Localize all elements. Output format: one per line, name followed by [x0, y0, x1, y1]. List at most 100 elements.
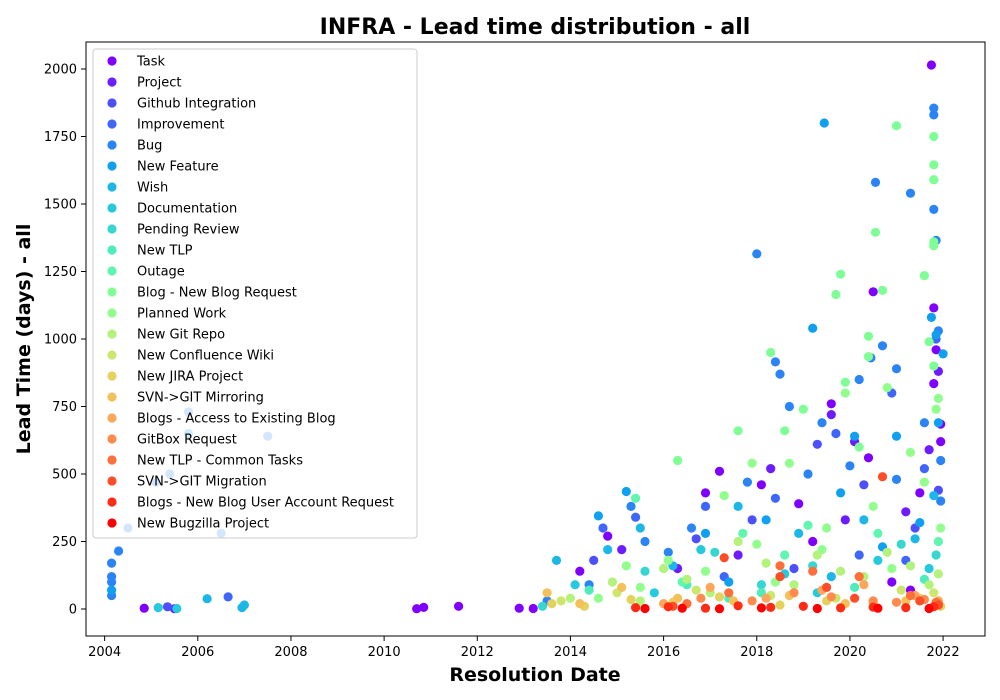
x-tick-label: 2016: [647, 645, 680, 660]
data-point: [929, 131, 939, 142]
legend-marker: [107, 518, 117, 528]
data-point: [931, 550, 941, 560]
data-point: [854, 572, 864, 582]
data-point: [859, 515, 869, 525]
y-tick-label: 500: [52, 468, 77, 483]
legend-label: New Confluence Wiki: [137, 349, 274, 364]
data-point: [929, 361, 939, 371]
y-tick-label: 250: [52, 535, 77, 550]
data-point: [924, 337, 934, 347]
data-point: [915, 518, 925, 528]
data-point: [139, 603, 149, 613]
data-point: [877, 341, 888, 351]
data-point: [752, 539, 762, 549]
data-point: [794, 499, 804, 509]
data-point: [929, 160, 939, 170]
data-point: [808, 323, 818, 333]
legend-item: New TLP - Common Tasks: [107, 454, 303, 469]
data-point: [929, 491, 939, 501]
legend-label: Documentation: [137, 202, 237, 217]
data-point: [114, 546, 124, 556]
data-point: [710, 547, 720, 557]
y-tick-label: 2000: [44, 63, 77, 78]
legend-item: Documentation: [107, 202, 237, 217]
data-point: [868, 287, 878, 297]
series-0: [139, 60, 946, 614]
data-point: [719, 491, 729, 501]
data-point: [812, 439, 822, 449]
legend-label: New JIRA Project: [137, 370, 243, 385]
data-point: [836, 603, 846, 613]
data-point: [631, 493, 641, 503]
data-point: [915, 596, 925, 606]
legend-item: Github Integration: [107, 97, 256, 112]
axes: 2004 2006 2008 2010 2012 2014 2016 2018 2020 2022…: [44, 63, 960, 661]
data-point: [836, 488, 846, 498]
data-point: [631, 603, 641, 613]
data-point: [826, 572, 836, 582]
data-point: [107, 572, 117, 582]
data-point: [223, 592, 233, 602]
data-point: [905, 561, 916, 571]
data-point: [419, 602, 429, 613]
data-point: [850, 582, 860, 593]
legend-item: New JIRA Project: [107, 370, 243, 385]
data-point: [603, 531, 613, 541]
data-point: [873, 603, 883, 613]
data-point: [877, 285, 888, 295]
data-point: [733, 536, 743, 547]
legend-label: GitBox Request: [137, 433, 237, 448]
data-point: [742, 477, 753, 487]
data-point: [663, 602, 673, 612]
data-point: [905, 590, 916, 601]
series-5: [107, 118, 948, 595]
y-tick-label: 750: [52, 400, 77, 415]
data-point: [617, 545, 627, 555]
data-point: [784, 458, 795, 468]
data-point: [649, 588, 659, 598]
points-layer: [107, 60, 948, 614]
data-point: [910, 534, 920, 544]
y-axis-label: Lead Time (days) - all: [13, 224, 35, 455]
data-point: [845, 461, 855, 471]
data-point: [850, 431, 860, 441]
data-point: [766, 347, 776, 358]
legend-label: Project: [137, 76, 181, 91]
data-point: [936, 523, 946, 533]
series-22: [640, 603, 934, 614]
data-point: [924, 603, 934, 614]
data-point: [919, 418, 930, 428]
legend-item: Pending Review: [107, 223, 240, 238]
legend-label: Outage: [137, 265, 185, 280]
data-point: [603, 545, 613, 555]
data-point: [819, 118, 829, 128]
data-point: [926, 312, 937, 322]
data-point: [926, 60, 937, 70]
legend-item: Wish: [107, 181, 168, 196]
data-point: [631, 512, 641, 522]
data-point: [803, 469, 813, 479]
series-15: [547, 592, 946, 611]
data-point: [747, 515, 757, 525]
data-point: [887, 563, 897, 574]
data-point: [924, 563, 934, 574]
data-point: [172, 603, 182, 614]
data-point: [891, 431, 902, 441]
legend-item: Project: [107, 76, 181, 91]
data-point: [933, 536, 944, 547]
legend-item: New Git Repo: [107, 328, 225, 343]
data-point: [780, 426, 790, 436]
data-point: [593, 511, 604, 521]
series-14: [556, 585, 939, 606]
data-point: [936, 455, 946, 466]
data-point: [931, 345, 941, 355]
legend-marker: [107, 203, 117, 213]
data-point: [919, 271, 930, 281]
data-point: [766, 464, 776, 474]
data-point: [933, 418, 944, 428]
data-point: [593, 593, 604, 603]
data-point: [733, 601, 743, 611]
data-point: [635, 596, 645, 606]
data-point: [696, 545, 706, 555]
